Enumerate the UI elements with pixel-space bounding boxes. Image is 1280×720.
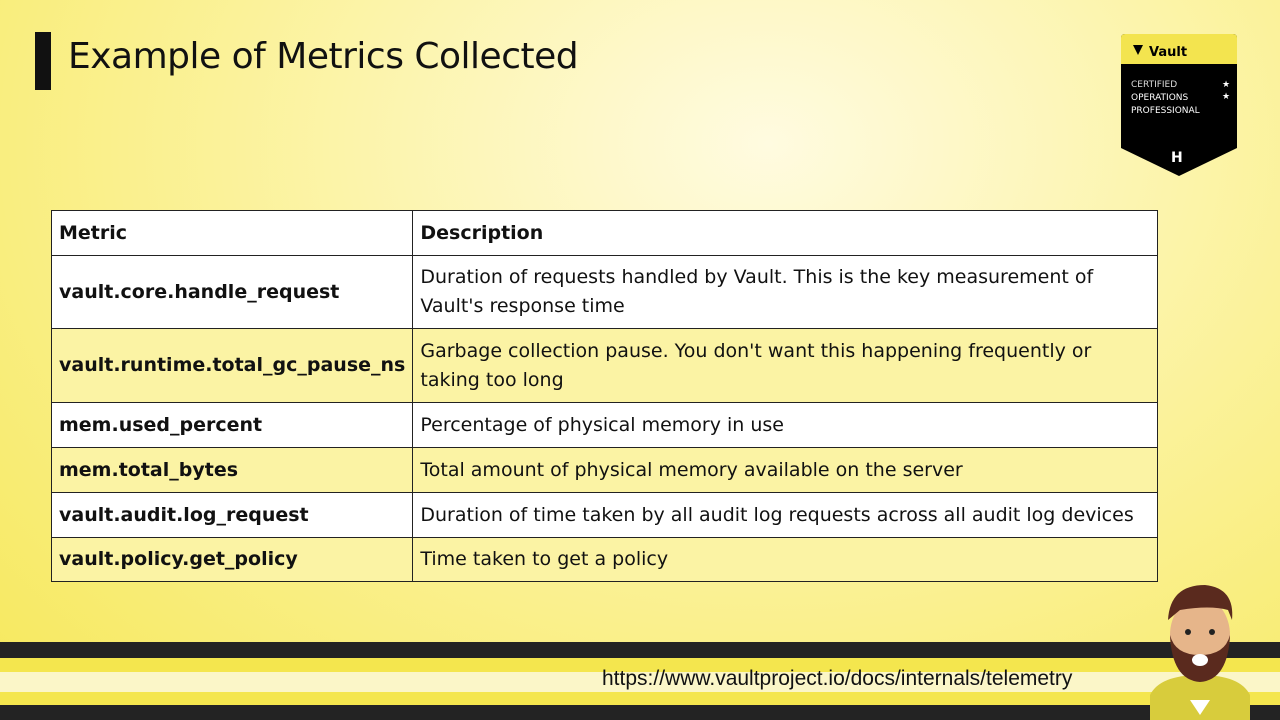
vault-certification-badge: Vault CERTIFIED OPERATIONS PROFESSIONAL …: [1121, 34, 1237, 176]
star-icon: ★: [1222, 80, 1230, 90]
table-row: vault.core.handle_request Duration of req…: [50, 255, 1158, 329]
table-row: vault.policy.get_policy Time taken to get…: [50, 537, 1158, 582]
table-row: vault.audit.log_request Duration of time …: [50, 492, 1158, 538]
header-metric: Metric: [50, 210, 414, 256]
slide-title: Example of Metrics Collected: [68, 36, 579, 77]
metrics-table: Metric Description vault.core.handle_req…: [50, 210, 1158, 582]
footer-dark-stripe: [0, 705, 1280, 720]
svg-text:PROFESSIONAL: PROFESSIONAL: [1131, 106, 1200, 116]
star-icon: ★: [1222, 92, 1230, 102]
footer-dark-stripe: [0, 642, 1280, 658]
svg-text:OPERATIONS: OPERATIONS: [1131, 93, 1189, 103]
header-description: Description: [412, 210, 1158, 256]
vault-logo-icon: [1133, 45, 1143, 55]
hashicorp-logo-icon: H: [1171, 150, 1183, 166]
svg-text:Vault: Vault: [1149, 45, 1187, 60]
table-header-row: Metric Description: [50, 210, 1158, 256]
title-accent-bar: [35, 32, 51, 90]
table-row: mem.used_percent Percentage of physical m…: [50, 402, 1158, 448]
table-row: vault.runtime.total_gc_pause_ns Garbage c…: [50, 328, 1158, 403]
reference-link[interactable]: https://www.vaultproject.io/docs/interna…: [602, 667, 1073, 690]
svg-text:CERTIFIED: CERTIFIED: [1131, 80, 1177, 90]
instructor-avatar: [1150, 585, 1250, 720]
footer-yellow-stripe: [0, 658, 1280, 672]
footer-yellow-stripe: [0, 692, 1280, 705]
table-row: mem.total_bytes Total amount of physical …: [50, 447, 1158, 493]
footer-light-stripe: [0, 672, 1280, 692]
